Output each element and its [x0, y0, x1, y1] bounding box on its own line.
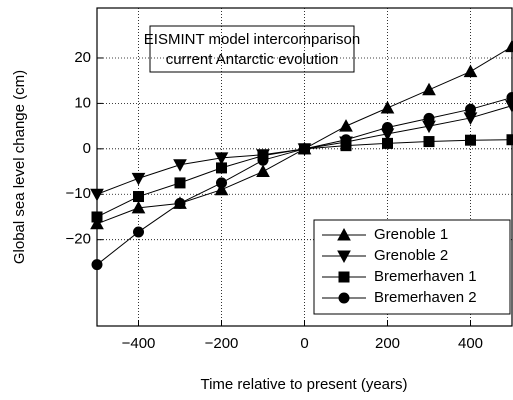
y-tick-label: −20 [66, 231, 91, 248]
marker [90, 216, 104, 230]
marker [422, 82, 436, 96]
marker [133, 226, 144, 238]
chart-title: EISMINT model intercomparison [144, 31, 360, 48]
x-tick-label: 400 [458, 335, 483, 352]
y-axis-label: Global sea level change (cm) [11, 70, 28, 264]
legend-marker [338, 292, 350, 304]
marker [91, 259, 103, 271]
y-tick-label: 0 [83, 140, 91, 157]
marker [214, 152, 229, 165]
y-tick-label: −10 [66, 185, 91, 202]
marker [173, 159, 187, 172]
x-tick-label: 200 [375, 335, 400, 352]
legend-marker [337, 227, 351, 241]
marker [463, 64, 478, 78]
marker [382, 121, 393, 133]
legend-label: Bremerhaven 2 [374, 289, 477, 306]
marker [465, 134, 476, 146]
legend-marker [337, 250, 351, 264]
x-tick-label: −200 [205, 335, 239, 352]
marker [506, 91, 513, 103]
marker [216, 162, 227, 174]
marker [380, 100, 395, 114]
marker [90, 188, 104, 202]
marker [423, 112, 435, 124]
marker [131, 200, 146, 214]
marker [174, 177, 186, 189]
marker [340, 134, 352, 146]
marker [299, 143, 310, 155]
marker [174, 197, 186, 209]
marker [423, 136, 435, 148]
y-tick-label: 20 [74, 49, 91, 66]
marker [133, 191, 144, 203]
marker [465, 103, 476, 115]
legend-label: Grenoble 1 [374, 226, 448, 243]
marker [91, 211, 103, 223]
title-box [149, 25, 355, 73]
x-tick-label: −400 [122, 335, 156, 352]
legend-label: Grenoble 2 [374, 247, 448, 264]
legend-label: Bremerhaven 1 [374, 268, 477, 285]
marker [506, 134, 513, 146]
marker [216, 177, 227, 189]
marker [339, 119, 353, 132]
marker [505, 39, 513, 53]
legend-marker [338, 271, 350, 283]
marker [256, 164, 270, 178]
marker [131, 172, 146, 186]
x-tick-label: 0 [300, 335, 308, 352]
marker [382, 137, 393, 149]
marker [214, 182, 229, 196]
y-tick-label: 10 [74, 94, 91, 111]
chart-title: current Antarctic evolution [166, 51, 339, 68]
x-axis-label: Time relative to present (years) [200, 376, 407, 393]
marker [257, 154, 269, 166]
